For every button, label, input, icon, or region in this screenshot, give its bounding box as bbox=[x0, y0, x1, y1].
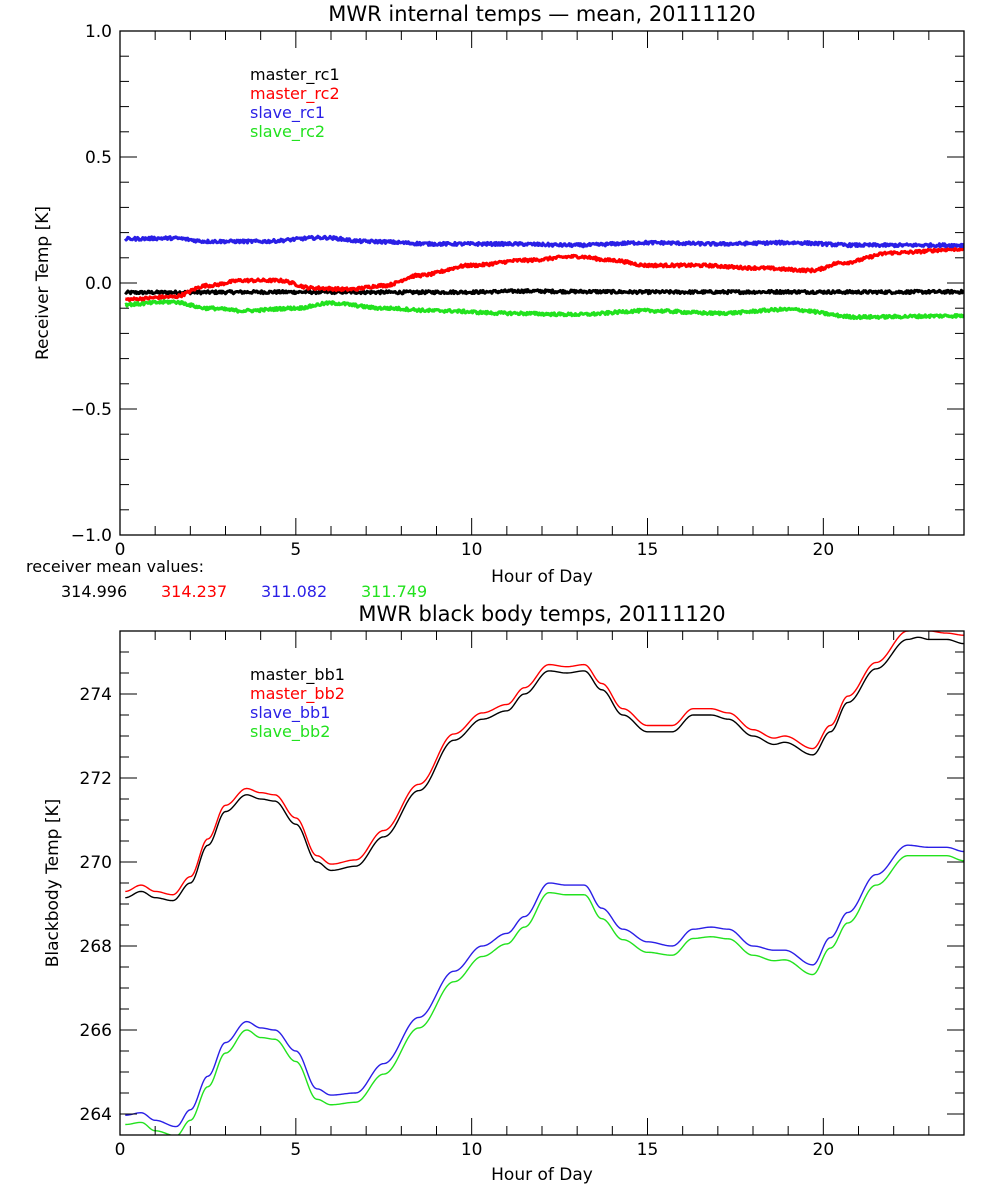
receiver-mean-value-slave-rc1: 311.082 bbox=[261, 582, 327, 601]
y-tick-label: 272 bbox=[80, 769, 112, 789]
series-line-slave-bb1 bbox=[125, 844, 964, 1128]
chart-title: MWR black body temps, 20111120 bbox=[358, 602, 725, 626]
x-tick-label: 20 bbox=[813, 540, 835, 560]
series-line-slave-bb2 bbox=[125, 855, 964, 1135]
y-axis-label: Receiver Temp [K] bbox=[33, 206, 53, 360]
x-axis-label: Hour of Day bbox=[491, 567, 593, 587]
series-line-slave-rc1 bbox=[123, 234, 964, 249]
receiver-mean-label: receiver mean values: bbox=[26, 557, 204, 576]
x-tick-label: 15 bbox=[637, 1140, 659, 1160]
y-tick-label: 268 bbox=[80, 937, 112, 957]
legend-item-slave-rc2: slave_rc2 bbox=[250, 122, 325, 142]
legend-item-master-rc2: master_rc2 bbox=[250, 84, 340, 104]
x-axis-label: Hour of Day bbox=[491, 1165, 593, 1185]
x-tick-label: 10 bbox=[461, 1140, 483, 1160]
legend-item-master-bb1: master_bb1 bbox=[250, 665, 345, 685]
receiver-mean-value-slave-rc2: 311.749 bbox=[361, 582, 427, 601]
y-tick-label: −0.5 bbox=[71, 400, 112, 420]
series-line-slave-rc2 bbox=[124, 299, 964, 321]
legend-item-slave-rc1: slave_rc1 bbox=[250, 103, 325, 123]
plot-area: 0 5 10 15 20 −1.0 −0.5 0.0 0.5 1.0 bbox=[71, 22, 965, 560]
receiver-mean-value-master-rc2: 314.237 bbox=[161, 582, 227, 601]
x-tick-label: 0 bbox=[115, 1140, 126, 1160]
series-line-master-rc1 bbox=[124, 288, 964, 296]
x-tick-label: 5 bbox=[290, 540, 301, 560]
y-tick-label: −1.0 bbox=[71, 526, 112, 546]
legend-item-master-bb2: master_bb2 bbox=[250, 684, 345, 704]
x-tick-label: 15 bbox=[637, 540, 659, 560]
y-tick-label: 270 bbox=[80, 853, 112, 873]
y-tick-label: 0.5 bbox=[85, 148, 112, 168]
y-tick-label: 0.0 bbox=[85, 274, 112, 294]
plot-area: 0 5 10 15 20 264 266 268 270 272 274 bbox=[80, 630, 965, 1160]
legend: master_rc1 master_rc2 slave_rc1 slave_rc… bbox=[250, 65, 340, 142]
y-tick-label: 264 bbox=[80, 1105, 112, 1125]
y-axis-label: Blackbody Temp [K] bbox=[43, 799, 63, 968]
legend-item-slave-bb1: slave_bb1 bbox=[250, 703, 330, 723]
receiver-mean-annotation: receiver mean values: 314.996 314.237 31… bbox=[26, 557, 427, 601]
x-tick-label: 10 bbox=[461, 540, 483, 560]
y-tick-label: 1.0 bbox=[85, 22, 112, 42]
chart-title: MWR internal temps — mean, 20111120 bbox=[328, 2, 755, 26]
blackbody-temps-panel: MWR black body temps, 20111120 0 5 10 15 20 2… bbox=[43, 602, 965, 1185]
receiver-temps-panel: MWR internal temps — mean, 20111120 0 5 10… bbox=[26, 2, 965, 601]
legend-item-master-rc1: master_rc1 bbox=[250, 65, 340, 85]
legend-item-slave-bb2: slave_bb2 bbox=[250, 722, 330, 742]
y-tick-label: 266 bbox=[80, 1021, 112, 1041]
receiver-mean-value-master-rc1: 314.996 bbox=[61, 582, 127, 601]
series-line-master-rc2 bbox=[124, 245, 964, 303]
series-line-master-bb1 bbox=[125, 636, 964, 902]
legend: master_bb1 master_bb2 slave_bb1 slave_bb… bbox=[250, 665, 345, 742]
series-line-master-bb2 bbox=[125, 631, 964, 896]
y-tick-label: 274 bbox=[80, 685, 112, 705]
x-tick-label: 20 bbox=[813, 1140, 835, 1160]
x-tick-label: 5 bbox=[290, 1140, 301, 1160]
x-tick-label: 0 bbox=[115, 540, 126, 560]
